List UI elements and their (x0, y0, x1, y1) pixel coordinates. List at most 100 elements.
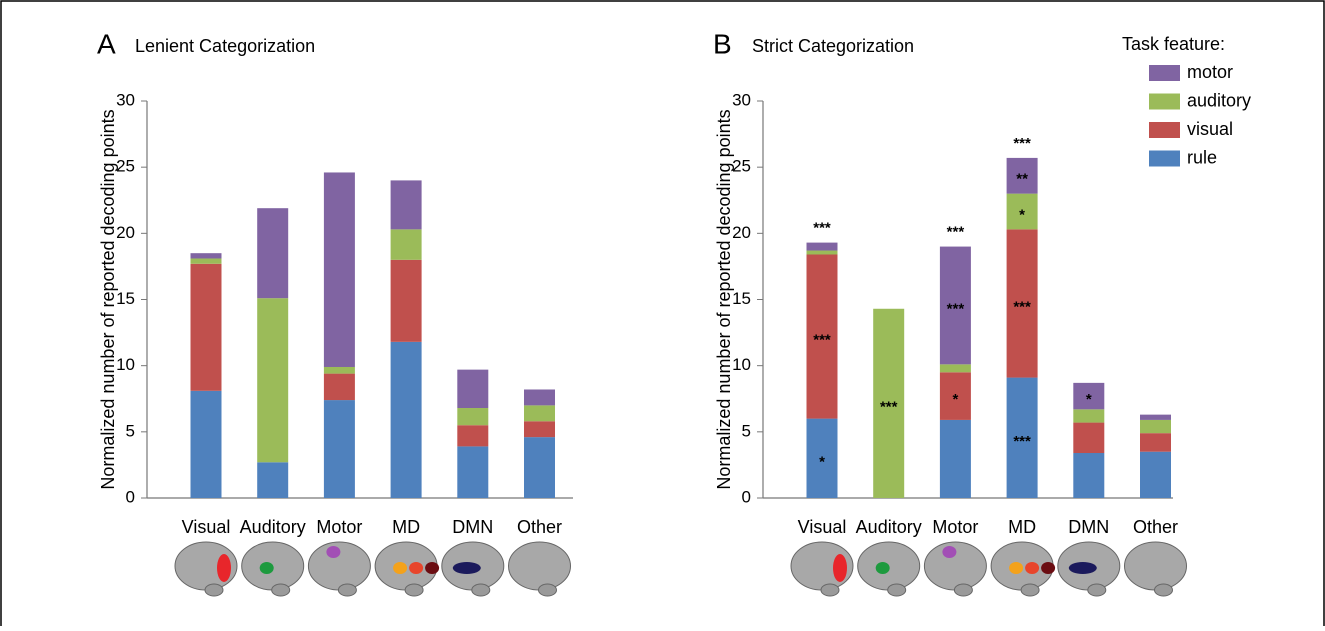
brain-icon (991, 542, 1055, 596)
significance-label: *** (1013, 298, 1031, 315)
bar-segment (457, 370, 488, 408)
bar-segment (1073, 423, 1104, 453)
brain-shape (1125, 542, 1187, 590)
bar-segment (324, 400, 355, 498)
x-tick-label: Motor (316, 517, 362, 537)
brain-icon (175, 542, 237, 596)
chart-title: Lenient Categorization (135, 36, 315, 56)
bar-segment (391, 229, 422, 259)
brain-stem (205, 584, 223, 596)
legend-label: visual (1187, 119, 1233, 139)
y-tick-label: 15 (116, 289, 135, 308)
legend-swatch (1149, 122, 1180, 138)
figure: ALenient CategorizationNormalized number… (0, 0, 1325, 626)
significance-label: ** (1016, 171, 1028, 188)
y-tick-label: 30 (732, 90, 751, 109)
brain-icon (1058, 542, 1120, 596)
brain-region (326, 546, 340, 558)
bar-segment (1140, 415, 1171, 420)
bar-segment (524, 389, 555, 405)
brain-region (833, 554, 847, 582)
brain-region (1025, 562, 1039, 574)
x-tick-label: Other (1133, 517, 1178, 537)
bar-segment (324, 367, 355, 374)
x-tick-label: Motor (932, 517, 978, 537)
bar-segment (1073, 409, 1104, 422)
total-significance-label: *** (813, 220, 831, 237)
legend-title: Task feature: (1122, 34, 1225, 54)
x-tick-label: Other (517, 517, 562, 537)
brain-stem (1155, 584, 1173, 596)
bar-segment (191, 264, 222, 391)
brain-region (1041, 562, 1055, 574)
x-tick-label: DMN (452, 517, 493, 537)
significance-label: *** (1013, 433, 1031, 450)
bar-segment (257, 462, 288, 498)
brain-icon (509, 542, 571, 596)
bar-segment (940, 420, 971, 498)
brain-region (409, 562, 423, 574)
bar-segment (524, 405, 555, 421)
bar-segment (524, 421, 555, 437)
y-tick-label: 20 (116, 223, 135, 242)
y-tick-label: 20 (732, 223, 751, 242)
x-tick-label: Visual (182, 517, 231, 537)
brain-icon (442, 542, 504, 596)
bar-segment (1140, 452, 1171, 498)
significance-label: *** (880, 398, 898, 415)
brain-stem (472, 584, 490, 596)
y-tick-label: 10 (732, 355, 751, 374)
brain-icon (791, 542, 853, 596)
brain-icon (308, 542, 370, 596)
y-tick-label: 10 (116, 355, 135, 374)
brain-shape (509, 542, 571, 590)
y-tick-label: 15 (732, 289, 751, 308)
legend-swatch (1149, 151, 1180, 167)
brain-stem (539, 584, 557, 596)
y-tick-label: 0 (742, 487, 751, 506)
bar-segment (1073, 453, 1104, 498)
legend-label: auditory (1187, 90, 1251, 110)
y-tick-label: 30 (116, 90, 135, 109)
brain-stem (272, 584, 290, 596)
bar-segment (324, 374, 355, 400)
panel-letter: B (713, 28, 732, 59)
significance-label: * (1019, 206, 1025, 223)
significance-label: * (1086, 391, 1092, 408)
brain-stem (1021, 584, 1039, 596)
brain-region (260, 562, 274, 574)
brain-icon (375, 542, 439, 596)
brain-region (453, 562, 481, 574)
brain-region (1009, 562, 1023, 574)
bar-segment (457, 425, 488, 446)
bar-segment (807, 251, 838, 255)
bar-segment (257, 208, 288, 298)
brain-region (217, 554, 231, 582)
significance-label: * (819, 453, 825, 470)
y-tick-label: 25 (732, 157, 751, 176)
significance-label: * (952, 391, 958, 408)
bar-segment (940, 364, 971, 372)
brain-stem (821, 584, 839, 596)
bar-segment (807, 243, 838, 251)
y-axis-label: Normalized number of reported decoding p… (98, 109, 118, 489)
bar-segment (457, 408, 488, 425)
x-tick-label: Auditory (240, 517, 306, 537)
bar-segment (324, 172, 355, 367)
chart-title: Strict Categorization (752, 36, 914, 56)
total-significance-label: *** (1013, 135, 1031, 152)
brain-icon (242, 542, 304, 596)
y-tick-label: 25 (116, 157, 135, 176)
y-axis-label: Normalized number of reported decoding p… (714, 109, 734, 489)
brain-stem (954, 584, 972, 596)
brain-stem (338, 584, 356, 596)
bar-segment (391, 260, 422, 342)
brain-icon (924, 542, 986, 596)
legend-swatch (1149, 94, 1180, 110)
brain-stem (888, 584, 906, 596)
brain-stem (1088, 584, 1106, 596)
brain-icon (1125, 542, 1187, 596)
x-tick-label: DMN (1068, 517, 1109, 537)
brain-icons (175, 542, 1187, 596)
significance-label: *** (947, 300, 965, 317)
